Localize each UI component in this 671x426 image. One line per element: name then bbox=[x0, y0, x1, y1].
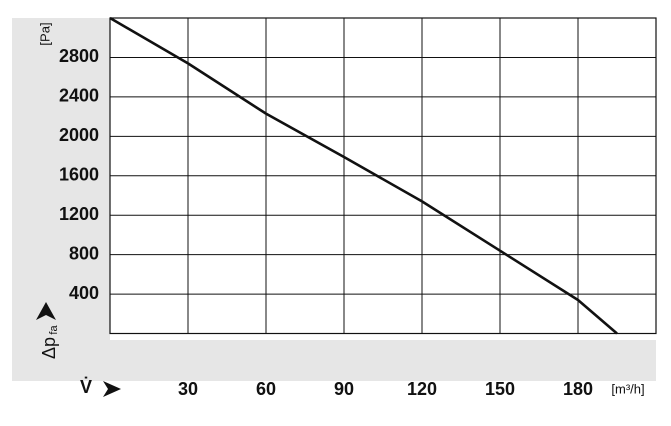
y-tick-label: 400 bbox=[69, 283, 99, 303]
y-tick-label: 2400 bbox=[59, 86, 99, 106]
y-tick-label: 800 bbox=[69, 243, 99, 263]
x-unit: [m³/h] bbox=[611, 381, 644, 396]
x-arrow bbox=[103, 381, 121, 397]
x-label: V̇ bbox=[80, 376, 92, 397]
x-tick-label: 150 bbox=[485, 379, 515, 399]
y-label: Δp bbox=[39, 337, 59, 359]
x-tick-label: 180 bbox=[563, 379, 593, 399]
x-tick-label: 30 bbox=[178, 379, 198, 399]
curve bbox=[109, 16, 618, 335]
y-tick-label: 1600 bbox=[59, 165, 99, 185]
y-tick-label: 2000 bbox=[59, 125, 99, 145]
y-unit: [Pa] bbox=[37, 22, 52, 45]
x-tick-label: 120 bbox=[407, 379, 437, 399]
x-tick-label: 90 bbox=[334, 379, 354, 399]
plot-frame bbox=[109, 17, 657, 335]
y-tick-label: 1200 bbox=[59, 204, 99, 224]
x-tick-label: 60 bbox=[256, 379, 276, 399]
y-label-sub: fa bbox=[48, 325, 60, 335]
y-arrow bbox=[36, 302, 56, 320]
y-tick-label: 2800 bbox=[59, 46, 99, 66]
